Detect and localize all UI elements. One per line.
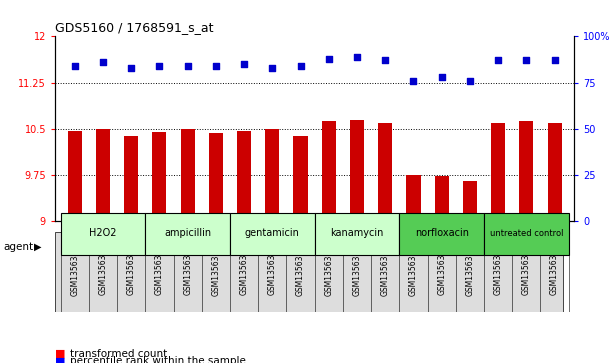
Point <box>183 63 192 69</box>
Text: GSM1356340: GSM1356340 <box>70 244 79 295</box>
Bar <box>463 181 477 221</box>
Bar <box>230 213 315 256</box>
Point <box>70 63 79 69</box>
Text: ▶: ▶ <box>34 242 41 252</box>
Text: GSM1356341: GSM1356341 <box>98 244 108 295</box>
Point <box>409 78 419 83</box>
Text: GSM1356334: GSM1356334 <box>324 244 333 295</box>
Bar <box>547 123 562 221</box>
Text: transformed count: transformed count <box>70 349 167 359</box>
Bar <box>350 120 364 221</box>
Text: GSM1356325: GSM1356325 <box>494 244 503 295</box>
Text: GSM1356333: GSM1356333 <box>296 244 305 295</box>
Bar <box>96 129 110 221</box>
Text: GSM1356339: GSM1356339 <box>466 244 474 295</box>
Text: norfloxacin: norfloxacin <box>415 228 469 238</box>
Point <box>155 63 164 69</box>
Bar <box>519 121 533 221</box>
Point <box>240 61 249 67</box>
Point <box>465 78 475 83</box>
Text: H2O2: H2O2 <box>89 228 117 238</box>
Bar <box>68 131 82 221</box>
Point <box>211 63 221 69</box>
Bar <box>145 213 230 256</box>
Point <box>126 65 136 71</box>
Point <box>380 57 390 63</box>
Bar <box>265 129 279 221</box>
Bar <box>378 123 392 221</box>
Text: GSM1356326: GSM1356326 <box>522 244 531 295</box>
Text: GSM1356327: GSM1356327 <box>550 244 559 295</box>
Bar <box>406 175 420 221</box>
Text: percentile rank within the sample: percentile rank within the sample <box>70 356 246 363</box>
Point <box>493 57 503 63</box>
Text: ■: ■ <box>55 349 65 359</box>
Point <box>521 57 531 63</box>
Text: GSM1356338: GSM1356338 <box>437 244 446 295</box>
Text: GSM1356336: GSM1356336 <box>381 244 390 295</box>
Text: kanamycin: kanamycin <box>331 228 384 238</box>
Point <box>268 65 277 71</box>
Text: GSM1356328: GSM1356328 <box>155 244 164 295</box>
Text: GSM1356330: GSM1356330 <box>211 244 221 295</box>
Text: ■: ■ <box>55 356 65 363</box>
Text: GSM1356342: GSM1356342 <box>126 244 136 295</box>
Bar <box>152 132 166 221</box>
Text: GSM1356331: GSM1356331 <box>240 244 249 295</box>
Text: agent: agent <box>3 242 33 252</box>
Text: GSM1356332: GSM1356332 <box>268 244 277 295</box>
Point <box>296 63 306 69</box>
Bar <box>237 131 251 221</box>
Bar <box>60 213 145 256</box>
Bar <box>209 132 223 221</box>
Point <box>352 54 362 60</box>
Text: ampicillin: ampicillin <box>164 228 211 238</box>
Bar <box>293 136 307 221</box>
Bar <box>400 213 484 256</box>
Text: GSM1356337: GSM1356337 <box>409 244 418 295</box>
Bar <box>181 130 195 221</box>
Text: untreated control: untreated control <box>489 229 563 238</box>
Point <box>437 74 447 80</box>
Text: GDS5160 / 1768591_s_at: GDS5160 / 1768591_s_at <box>55 21 213 34</box>
Point <box>98 59 108 65</box>
Text: gentamicin: gentamicin <box>245 228 300 238</box>
Text: GSM1356329: GSM1356329 <box>183 244 192 295</box>
Text: GSM1356335: GSM1356335 <box>353 244 362 295</box>
Bar <box>491 123 505 221</box>
Bar <box>322 121 336 221</box>
Point <box>324 56 334 61</box>
Bar <box>434 176 448 221</box>
Bar <box>315 213 400 256</box>
Point <box>550 57 560 63</box>
Bar <box>124 136 138 221</box>
Bar <box>484 213 569 256</box>
